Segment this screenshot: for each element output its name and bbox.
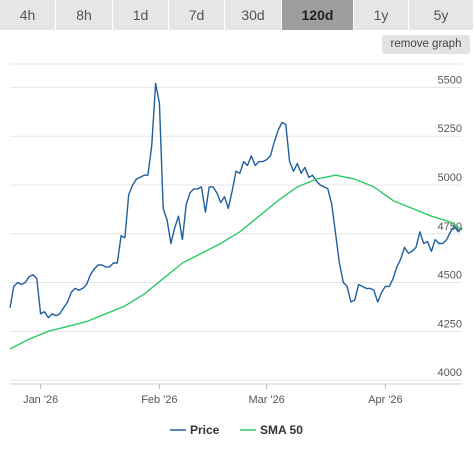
timeframe-tabs: 4h 8h 1d 7d 30d 120d 1y 5y (0, 0, 474, 30)
tab-30d[interactable]: 30d (225, 0, 282, 30)
legend-price-label: Price (190, 423, 220, 437)
tab-5y[interactable]: 5y (409, 0, 474, 30)
tab-8h[interactable]: 8h (56, 0, 113, 30)
price-chart: 4000 4250 4500 4750 5000 5250 5500 Jan '26 Feb '… (9, 63, 463, 406)
y-tick-label-4250: 4250 (438, 318, 462, 330)
y-tick-label-4750: 4750 (438, 221, 462, 233)
sma-50-line (9, 174, 463, 350)
x-tick-label-3: Apr '26 (368, 394, 403, 406)
tab-120d[interactable]: 120d (282, 0, 354, 30)
legend-sma-label: SMA 50 (260, 423, 303, 437)
tab-1y[interactable]: 1y (354, 0, 409, 30)
chart-legend: Price SMA 50 (170, 423, 303, 437)
tab-7d[interactable]: 7d (169, 0, 225, 30)
y-tick-label-4000: 4000 (438, 367, 462, 379)
remove-graph-button[interactable]: remove graph (382, 35, 470, 54)
tab-4h[interactable]: 4h (0, 0, 56, 30)
y-tick-label-5250: 5250 (438, 123, 462, 135)
x-tick-label-1: Feb '26 (141, 394, 177, 406)
y-tick-label-4500: 4500 (438, 270, 462, 282)
x-tick-label-0: Jan '26 (23, 394, 58, 406)
y-tick-label-5000: 5000 (438, 172, 462, 184)
x-tick-label-2: Mar '26 (248, 394, 284, 406)
tab-1d[interactable]: 1d (113, 0, 169, 30)
price-line (9, 82, 463, 319)
y-tick-label-5500: 5500 (438, 74, 462, 86)
